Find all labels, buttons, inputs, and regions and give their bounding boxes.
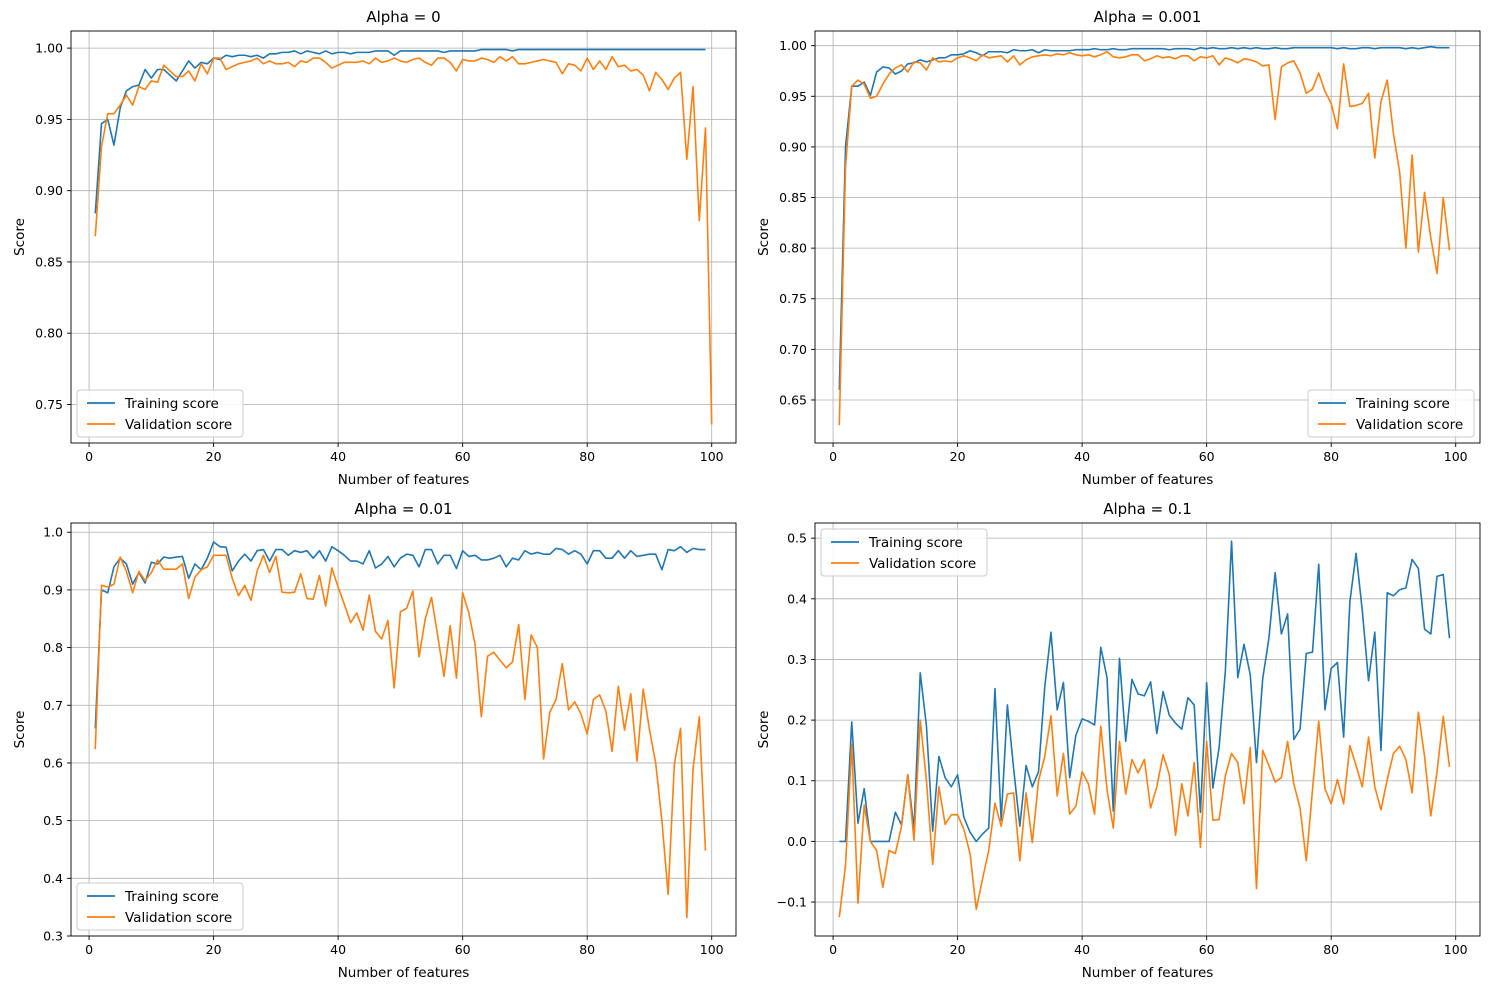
x-tick-label: 60 xyxy=(455,449,471,464)
y-tick-label: 0.85 xyxy=(779,190,807,205)
y-tick-label: 0.9 xyxy=(43,582,63,597)
subplot-4: 0 20 40 60 80 100 −0.1 0.0 0.1 0.2 0.3 0.4 0.5 Alpha … xyxy=(756,500,1481,981)
legend-label-validation: Validation score xyxy=(869,556,976,572)
y-tick-label: 0.1 xyxy=(787,773,807,788)
x-axis-label: Number of features xyxy=(338,965,470,981)
y-tick-label: 0.75 xyxy=(35,397,63,412)
y-tick-label: 0.95 xyxy=(35,112,63,127)
x-tick-label: 20 xyxy=(950,449,966,464)
subplot-title: Alpha = 0 xyxy=(366,8,440,26)
x-tick-label: 0 xyxy=(829,449,837,464)
subplot-title: Alpha = 0.1 xyxy=(1103,500,1192,518)
x-axis-label: Number of features xyxy=(1082,965,1214,981)
series-line-training xyxy=(94,541,706,729)
legend: Training score Validation score xyxy=(820,528,988,577)
x-tick-label: 100 xyxy=(700,942,724,957)
x-tick-label: 20 xyxy=(206,449,222,464)
series-line-validation xyxy=(838,711,1451,918)
subplot-title: Alpha = 0.01 xyxy=(354,500,452,518)
y-tick-label: 0.8 xyxy=(43,640,63,655)
series-line-validation xyxy=(94,554,707,919)
x-axis-label: Number of features xyxy=(1082,472,1214,488)
legend-label-training: Training score xyxy=(124,396,219,412)
y-tick-label: 0.3 xyxy=(787,652,807,667)
x-axis-label: Number of features xyxy=(338,472,470,488)
x-tick-label: 100 xyxy=(1444,942,1468,957)
y-tick-label: 0.90 xyxy=(779,139,807,154)
x-tick-label: 40 xyxy=(1074,942,1090,957)
y-tick-label: 0.2 xyxy=(787,713,807,728)
subplot-3: 0 20 40 60 80 100 0.3 0.4 0.5 0.6 0.7 0.8 0.9 1.0 Alph… xyxy=(12,500,737,981)
x-tick-label: 40 xyxy=(330,449,346,464)
y-tick-label: −0.1 xyxy=(777,895,807,910)
legend-label-validation: Validation score xyxy=(125,417,232,433)
y-tick-label: 0.65 xyxy=(779,392,807,407)
legend-label-validation: Validation score xyxy=(1356,417,1463,433)
y-tick-label: 0.4 xyxy=(787,591,807,606)
x-tick-label: 40 xyxy=(1074,449,1090,464)
y-axis-label: Score xyxy=(756,218,772,256)
legend: Training score Validation score xyxy=(76,882,244,931)
y-tick-label: 1.0 xyxy=(43,525,63,540)
legend-box xyxy=(76,882,244,931)
y-tick-label: 1.00 xyxy=(35,41,63,56)
y-tick-label: 0.0 xyxy=(787,834,807,849)
x-tick-label: 0 xyxy=(85,942,93,957)
y-tick-label: 0.90 xyxy=(35,183,63,198)
x-tick-label: 60 xyxy=(1199,942,1215,957)
x-tick-label: 20 xyxy=(206,942,222,957)
x-tick-label: 0 xyxy=(85,449,93,464)
legend: Training score Validation score xyxy=(1307,389,1475,438)
y-tick-label: 0.4 xyxy=(43,871,63,886)
y-tick-label: 0.80 xyxy=(779,241,807,256)
legend-label-training: Training score xyxy=(868,535,963,551)
x-tick-label: 40 xyxy=(330,942,346,957)
axes-frame xyxy=(70,522,737,937)
x-tick-label: 20 xyxy=(950,942,966,957)
y-axis-label: Score xyxy=(12,711,28,749)
subplot-1: 0 20 40 60 80 100 0.75 0.80 0.85 0.90 0.95 1.00 Alph… xyxy=(12,8,737,488)
x-tick-label: 60 xyxy=(1199,449,1215,464)
legend-label-training: Training score xyxy=(1355,396,1450,412)
y-tick-label: 0.5 xyxy=(787,531,807,546)
y-tick-label: 0.75 xyxy=(779,291,807,306)
y-tick-label: 0.70 xyxy=(779,342,807,357)
x-tick-label: 80 xyxy=(579,942,595,957)
y-tick-label: 1.00 xyxy=(779,38,807,53)
axes-frame xyxy=(70,30,737,444)
subplot-title: Alpha = 0.001 xyxy=(1094,8,1202,26)
y-tick-label: 0.85 xyxy=(35,254,63,269)
x-tick-label: 80 xyxy=(1323,942,1339,957)
legend-box xyxy=(820,528,988,577)
axes-frame xyxy=(814,522,1481,937)
x-tick-label: 80 xyxy=(579,449,595,464)
legend-label-validation: Validation score xyxy=(125,910,232,926)
y-tick-label: 0.80 xyxy=(35,326,63,341)
y-tick-label: 0.3 xyxy=(43,929,63,944)
legend-label-training: Training score xyxy=(124,889,219,905)
x-tick-label: 100 xyxy=(700,449,724,464)
x-tick-label: 80 xyxy=(1323,449,1339,464)
x-tick-label: 0 xyxy=(829,942,837,957)
axes-frame xyxy=(814,30,1481,444)
legend-box xyxy=(76,389,244,438)
x-tick-label: 100 xyxy=(1444,449,1468,464)
y-axis-label: Score xyxy=(12,218,28,256)
legend: Training score Validation score xyxy=(76,389,244,438)
series-line-training xyxy=(838,45,1450,390)
series-line-validation xyxy=(838,50,1451,426)
y-tick-label: 0.7 xyxy=(43,698,63,713)
y-tick-label: 0.6 xyxy=(43,755,63,770)
y-axis-label: Score xyxy=(756,711,772,749)
series-line-training xyxy=(839,540,1451,843)
series-line-validation xyxy=(94,55,713,425)
x-tick-label: 60 xyxy=(455,942,471,957)
subplot-2: 0 20 40 60 80 100 0.65 0.70 0.75 0.80 0.85 0.90 0.95… xyxy=(756,8,1481,488)
legend-box xyxy=(1307,389,1475,438)
series-line-training xyxy=(94,48,706,214)
y-tick-label: 0.5 xyxy=(43,813,63,828)
y-tick-label: 0.95 xyxy=(779,89,807,104)
